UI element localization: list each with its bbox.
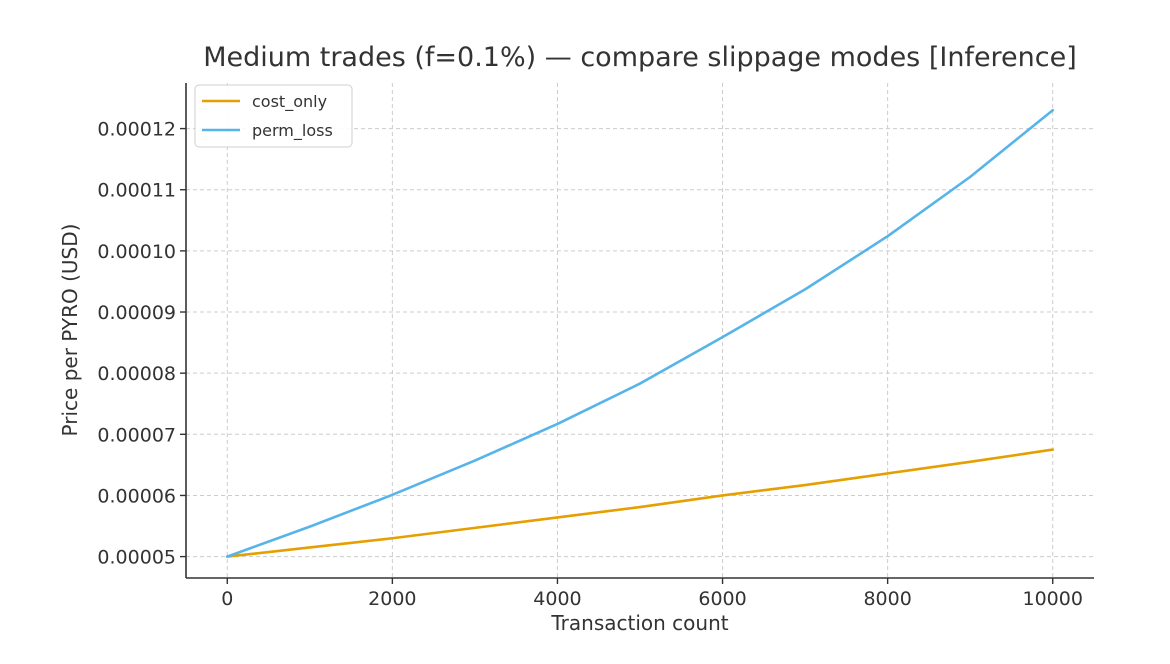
y-ticks: 0.00005 0.00006 0.00007 0.00008 0.00009 0.000…	[97, 119, 186, 569]
legend-items: cost_only perm_loss	[202, 92, 333, 141]
chart-title: Medium trades (f=0.1%) — compare slippag…	[203, 42, 1077, 73]
legend-label-perm-loss: perm_loss	[252, 121, 333, 141]
series-lines	[225, 108, 1055, 558]
x-tick-label: 0	[221, 588, 233, 610]
series-line-perm-loss	[225, 108, 1055, 558]
x-axis-label: Transaction count	[550, 611, 728, 635]
y-tick-label: 0.00006	[97, 485, 176, 507]
x-tick-label: 10000	[1023, 588, 1083, 610]
grid	[186, 83, 1094, 578]
series-line-cost-only	[225, 448, 1055, 558]
x-tick-label: 6000	[698, 588, 746, 610]
y-tick-label: 0.00008	[97, 363, 176, 385]
legend: cost_only perm_loss	[194, 84, 353, 148]
x-tick-label: 2000	[368, 588, 416, 610]
x-tick-label: 4000	[533, 588, 581, 610]
y-tick-label: 0.00009	[97, 302, 176, 324]
y-tick-label: 0.00012	[97, 119, 176, 141]
y-tick-label: 0.00011	[97, 180, 176, 202]
y-tick-label: 0.00010	[97, 241, 176, 263]
y-tick-label: 0.00005	[97, 547, 176, 569]
y-axis-label: Price per PYRO (USD)	[58, 224, 82, 437]
legend-label-cost-only: cost_only	[252, 92, 327, 112]
x-ticks: 0 2000 4000 6000 8000 10000	[221, 578, 1083, 610]
y-tick-label: 0.00007	[97, 424, 176, 446]
x-tick-label: 8000	[863, 588, 911, 610]
